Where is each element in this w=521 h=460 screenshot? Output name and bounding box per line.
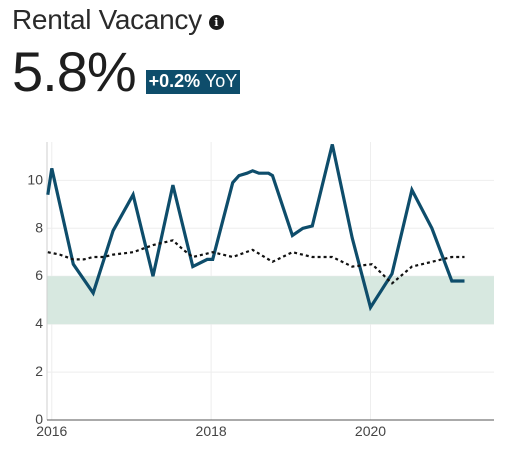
change-value: +0.2% [148,71,201,91]
title-row: Rental Vacancy i [12,2,512,38]
x-tick-label: 2018 [196,423,227,439]
current-value: 5.8% [12,40,137,103]
y-tick-label: 4 [35,315,43,331]
value-row: 5.8% +0.2% YoY [12,44,512,100]
y-tick-label: 6 [35,267,43,283]
chart: 0 2 4 6 8 10 2016 2018 2020 [0,130,521,455]
metric-header: Rental Vacancy i 5.8% +0.2% YoY [12,2,512,100]
change-suffix: YoY [204,71,238,91]
x-tick-label: 2016 [36,423,67,439]
y-tick-label: 0 [35,411,43,427]
page-title: Rental Vacancy [12,4,202,35]
y-tick-label: 2 [35,363,43,379]
reference-band [47,276,494,325]
y-tick-label: 8 [35,219,43,235]
vacancy-line [46,144,465,312]
trend-line [47,239,465,285]
info-icon[interactable]: i [208,14,224,30]
y-tick-label: 10 [27,171,43,187]
x-tick-label: 2020 [355,423,386,439]
line-chart: 0 2 4 6 8 10 2016 2018 2020 [27,142,494,439]
change-badge: +0.2% YoY [145,70,241,94]
